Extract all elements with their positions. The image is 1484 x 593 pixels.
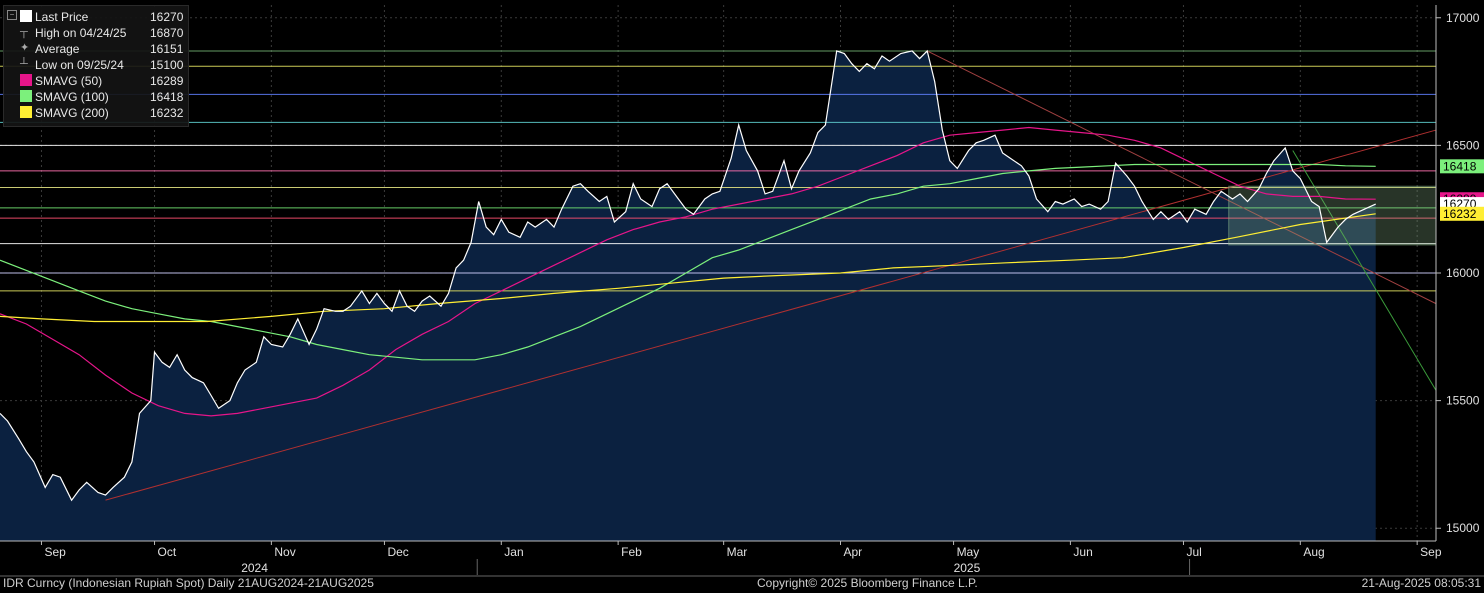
low-tick-icon: ┴ [20, 58, 28, 70]
legend-label: SMAVG (200) [35, 106, 109, 120]
legend-value: 16151 [150, 42, 184, 56]
axis-tag-16418: 16418 [1443, 159, 1477, 173]
legend-label: High on 04/24/25 [35, 26, 127, 40]
series-line-smavg-50 [0, 126, 1376, 417]
x-tick-label-5: Feb [621, 545, 642, 559]
trend-line-1 [926, 50, 1437, 305]
x-year-label-1: 2025 [954, 561, 981, 575]
x-tick-label-7: Apr [843, 545, 862, 559]
x-tick-label-1: Oct [158, 545, 177, 559]
legend-swatch [20, 10, 32, 22]
trend-lines [105, 50, 1437, 501]
axis-tag-16232: 16232 [1443, 207, 1477, 221]
legend-value: 16418 [150, 90, 184, 104]
legend-item: SMAVG (50) 16289 [4, 73, 188, 89]
axis-value-tags: 16418162891627016232 [1440, 159, 1484, 221]
series-line-last-price [0, 49, 1376, 502]
legend-value: 16232 [150, 106, 184, 120]
average-diamond-icon: ✦ [20, 42, 30, 54]
legend-item: Last Price 16270 [4, 9, 188, 25]
legend-swatch [20, 90, 32, 102]
legend-swatch [20, 106, 32, 118]
x-tick-label-12: Sep [1420, 545, 1442, 559]
highlight-rect [1228, 185, 1437, 246]
legend-label: Low on 09/25/24 [35, 58, 124, 72]
x-year-label-0: 2024 [241, 561, 268, 575]
x-tick-label-9: Jun [1073, 545, 1092, 559]
x-tick-label-6: Mar [727, 545, 748, 559]
series-lines [0, 49, 1376, 502]
high-tick-icon: ┬ [20, 26, 28, 38]
x-tick-label-4: Jan [504, 545, 523, 559]
x-tick-label-10: Jul [1186, 545, 1201, 559]
y-tick-label-15500: 15500 [1446, 394, 1480, 408]
axis-tag-bg-0 [1440, 159, 1484, 174]
y-tick-label-15000: 15000 [1446, 521, 1480, 535]
y-tick-label-16500: 16500 [1446, 138, 1480, 152]
legend-value: 16870 [150, 26, 184, 40]
x-tick-label-11: Aug [1303, 545, 1324, 559]
series-line-smavg-200 [0, 213, 1376, 323]
x-tick-label-3: Dec [387, 545, 408, 559]
footer-timestamp: 21-Aug-2025 08:05:31 [1361, 576, 1481, 590]
y-tick-label-16000: 16000 [1446, 266, 1480, 280]
x-tick-label-8: May [957, 545, 980, 559]
legend-value: 16270 [150, 10, 184, 24]
axis-tag-bg-3 [1440, 206, 1484, 221]
y-tick-label-17000: 17000 [1446, 11, 1480, 25]
legend-item: SMAVG (200) 16232 [4, 105, 188, 121]
legend-item: SMAVG (100) 16418 [4, 89, 188, 105]
legend-label: Last Price [35, 10, 89, 24]
price-area-fill [0, 50, 1376, 542]
legend-value: 15100 [150, 58, 184, 72]
legend-item: ┬ High on 04/24/25 16870 [4, 25, 188, 41]
footer-security: IDR Curncy (Indonesian Rupiah Spot) Dail… [3, 576, 374, 590]
price-area [0, 50, 1376, 542]
legend-item: ┴ Low on 09/25/24 15100 [4, 57, 188, 73]
legend-label: SMAVG (50) [35, 74, 103, 88]
footer-copyright: Copyright© 2025 Bloomberg Finance L.P. [757, 576, 978, 590]
legend-item: ✦ Average 16151 [4, 41, 188, 57]
axes: 15000 15500 16000 16500 17000 Sep Oct Nov Dec Jan… [0, 5, 1484, 577]
series-line-smavg-100 [0, 163, 1376, 361]
trend-line-0 [105, 129, 1437, 501]
legend-label: Average [35, 42, 80, 56]
legend-swatch [20, 74, 32, 86]
highlight-box [1228, 185, 1437, 246]
trend-line-2 [1292, 150, 1437, 391]
x-tick-label-0: Sep [44, 545, 66, 559]
x-tick-label-2: Nov [274, 545, 295, 559]
legend-value: 16289 [150, 74, 184, 88]
legend: Last Price 16270 ┬ High on 04/24/25 16870 ✦ Av… [3, 5, 189, 127]
collapse-tree-icon[interactable]: − [7, 10, 17, 20]
legend-label: SMAVG (100) [35, 90, 109, 104]
